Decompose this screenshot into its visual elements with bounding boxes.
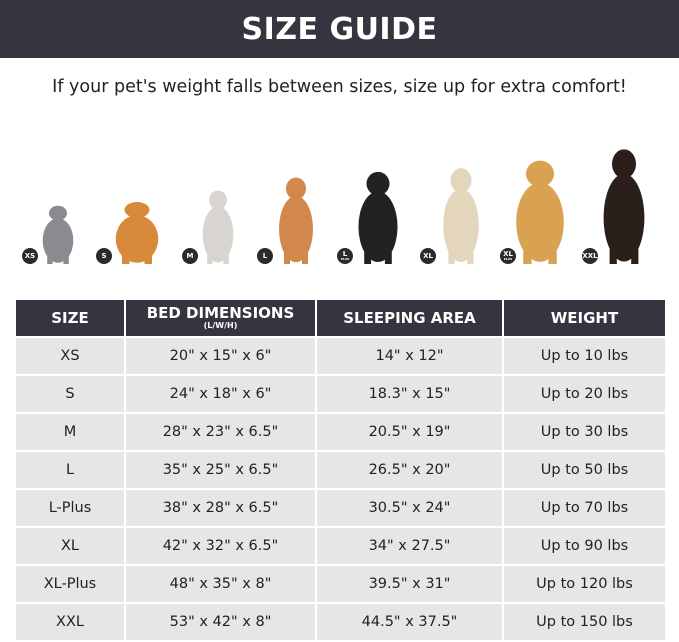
- table-row: L-Plus 38" x 28" x 6.5" 30.5" x 24" Up to 7…: [14, 488, 667, 528]
- golden-retriever-image: [512, 154, 568, 264]
- cell-sleeping-area: 20.5" x 19": [315, 412, 504, 452]
- labrador-image: [440, 162, 482, 264]
- header-label: SLEEPING AREA: [343, 308, 476, 327]
- size-badge: XL PLUS: [500, 248, 516, 264]
- table-row: XL-Plus 48" x 35" x 8" 39.5" x 31" Up to 12…: [14, 564, 667, 604]
- size-badge: XXL: [582, 248, 598, 264]
- cell-bed-dimensions: 24" x 18" x 6": [124, 374, 317, 414]
- cell-bed-dimensions: 38" x 28" x 6.5": [124, 488, 317, 528]
- header-bed-dimensions: BED DIMENSIONS (L/W/H): [124, 298, 317, 338]
- badge-label: XL: [503, 250, 513, 258]
- size-guide-title: SIZE GUIDE: [0, 0, 679, 58]
- badge-label: XXL: [582, 251, 598, 260]
- cell-size: XXL: [14, 602, 126, 642]
- badge-label: M: [186, 251, 194, 260]
- cell-weight: Up to 150 lbs: [502, 602, 667, 642]
- cell-bed-dimensions: 28" x 23" x 6.5": [124, 412, 317, 452]
- header-label: SIZE: [51, 308, 89, 327]
- cell-size: XL-Plus: [14, 564, 126, 604]
- header-label: WEIGHT: [550, 308, 619, 327]
- header-weight: WEIGHT: [502, 298, 667, 338]
- header-note: (L/W/H): [203, 321, 238, 330]
- table-row: L 35" x 25" x 6.5" 26.5" x 20" Up to 50 lbs: [14, 450, 667, 490]
- cell-sleeping-area: 34" x 27.5": [315, 526, 504, 566]
- pet-lineup: XS S M L L PLUS XL XL PLUS XXL: [0, 130, 679, 270]
- table-header-row: SIZE BED DIMENSIONS (L/W/H) SLEEPING AREA…: [14, 298, 667, 338]
- cell-weight: Up to 50 lbs: [502, 450, 667, 490]
- badge-label: L: [262, 251, 268, 260]
- cell-weight: Up to 120 lbs: [502, 564, 667, 604]
- shiba-inu-image: [276, 172, 316, 264]
- badge-label: S: [101, 251, 107, 260]
- size-badge: M: [182, 248, 198, 264]
- badge-label: XL: [423, 251, 433, 260]
- table-row: XXL 53" x 42" x 8" 44.5" x 37.5" Up to 150 …: [14, 602, 667, 642]
- cell-size: XS: [14, 336, 126, 376]
- cell-size: S: [14, 374, 126, 414]
- border-collie-image: [355, 166, 401, 264]
- badge-label: L: [342, 250, 348, 258]
- header-label: BED DIMENSIONS: [146, 304, 295, 322]
- cell-sleeping-area: 30.5" x 24": [315, 488, 504, 528]
- cell-bed-dimensions: 48" x 35" x 8": [124, 564, 317, 604]
- cell-sleeping-area: 18.3" x 15": [315, 374, 504, 414]
- size-badge: XS: [22, 248, 38, 264]
- cell-bed-dimensions: 35" x 25" x 6.5": [124, 450, 317, 490]
- table-row: XS 20" x 15" x 6" 14" x 12" Up to 10 lbs: [14, 336, 667, 376]
- cell-bed-dimensions: 53" x 42" x 8": [124, 602, 317, 642]
- size-badge: L: [257, 248, 273, 264]
- header-sleeping-area: SLEEPING AREA: [315, 298, 504, 338]
- table-row: S 24" x 18" x 6" 18.3" x 15" Up to 20 lbs: [14, 374, 667, 414]
- table-row: M 28" x 23" x 6.5" 20.5" x 19" Up to 30 lbs: [14, 412, 667, 452]
- size-badge: XL: [420, 248, 436, 264]
- cell-weight: Up to 30 lbs: [502, 412, 667, 452]
- cell-size: XL: [14, 526, 126, 566]
- cell-sleeping-area: 26.5" x 20": [315, 450, 504, 490]
- french-bulldog-image: [200, 186, 236, 264]
- cell-weight: Up to 20 lbs: [502, 374, 667, 414]
- cell-size: L: [14, 450, 126, 490]
- doberman-image: [600, 142, 648, 264]
- cell-sleeping-area: 14" x 12": [315, 336, 504, 376]
- cell-size: M: [14, 412, 126, 452]
- cell-bed-dimensions: 42" x 32" x 6.5": [124, 526, 317, 566]
- size-table: SIZE BED DIMENSIONS (L/W/H) SLEEPING AREA…: [14, 298, 667, 642]
- cell-size: L-Plus: [14, 488, 126, 528]
- pomeranian-image: [112, 198, 162, 264]
- cell-sleeping-area: 39.5" x 31": [315, 564, 504, 604]
- table-row: XL 42" x 32" x 6.5" 34" x 27.5" Up to 90 lb…: [14, 526, 667, 566]
- badge-plus: PLUS: [340, 257, 350, 261]
- badge-plus: PLUS: [503, 257, 513, 261]
- cell-bed-dimensions: 20" x 15" x 6": [124, 336, 317, 376]
- badge-label: XS: [24, 251, 36, 260]
- size-badge: L PLUS: [337, 248, 353, 264]
- cell-weight: Up to 10 lbs: [502, 336, 667, 376]
- header-size: SIZE: [14, 298, 126, 338]
- cell-sleeping-area: 44.5" x 37.5": [315, 602, 504, 642]
- cat-image: [40, 202, 76, 264]
- size-guide-subtitle: If your pet's weight falls between sizes…: [52, 77, 627, 97]
- cell-weight: Up to 70 lbs: [502, 488, 667, 528]
- size-badge: S: [96, 248, 112, 264]
- cell-weight: Up to 90 lbs: [502, 526, 667, 566]
